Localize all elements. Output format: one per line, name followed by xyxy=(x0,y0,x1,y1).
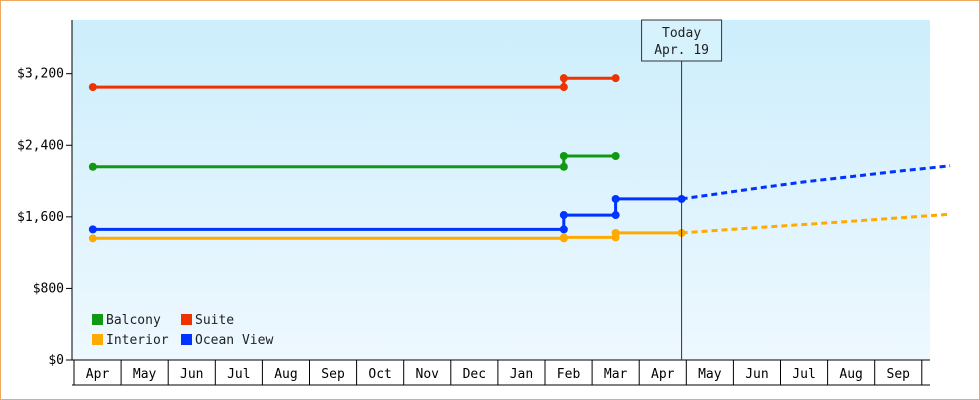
series-point-ocean-view xyxy=(611,211,620,220)
series-line-ocean-view xyxy=(92,197,682,231)
legend-label-suite: Suite xyxy=(195,313,234,328)
x-tick-label: Aug xyxy=(839,367,862,382)
series-point-balcony xyxy=(88,162,97,171)
legend-swatch-ocean-view xyxy=(181,334,192,345)
x-tick-label: Sep xyxy=(887,367,911,382)
series-forecast-interior xyxy=(681,212,951,235)
x-tick-label: Jan xyxy=(510,367,533,382)
x-tick-label: Jun xyxy=(745,367,768,382)
y-tick-label: $0 xyxy=(48,353,64,368)
plot-area xyxy=(72,20,930,360)
series-point-suite xyxy=(611,74,620,83)
today-marker: Today Apr. 19 xyxy=(641,19,723,360)
series-point-suite xyxy=(88,83,97,92)
x-tick-label: Sep xyxy=(321,367,345,382)
series-line-balcony xyxy=(92,154,616,169)
today-date: Apr. 19 xyxy=(654,43,709,58)
series-point-balcony xyxy=(559,152,568,160)
x-tick-label: Feb xyxy=(557,367,581,382)
legend: Balcony Suite Interior Ocean View xyxy=(92,313,273,348)
legend-label-balcony: Balcony xyxy=(106,313,161,328)
legend-swatch-balcony xyxy=(92,314,103,325)
x-tick-label: Dec xyxy=(463,367,486,382)
legend-swatch-interior xyxy=(92,334,103,345)
legend-swatch-suite xyxy=(181,314,192,325)
x-tick-label: Apr xyxy=(86,367,110,382)
series-point-interior xyxy=(611,228,620,237)
series-point-ocean-view xyxy=(559,225,568,234)
series-point-suite xyxy=(559,74,568,83)
y-tick-label: $2,400 xyxy=(17,138,64,153)
series-point-ocean-view xyxy=(559,211,568,220)
series-point-interior xyxy=(559,233,568,242)
series-point-ocean-view xyxy=(611,194,620,203)
series-point-interior xyxy=(88,234,97,243)
today-label: Today xyxy=(662,26,701,41)
y-axis: $0 $800 $1,600 $2,400 $3,200 xyxy=(17,20,73,368)
legend-label-interior: Interior xyxy=(106,333,169,348)
series-point-ocean-view xyxy=(88,225,97,234)
y-tick-label: $3,200 xyxy=(17,67,64,82)
series-line-interior xyxy=(92,231,682,240)
legend-label-ocean-view: Ocean View xyxy=(195,333,273,348)
series-line-suite xyxy=(92,76,616,89)
x-tick-label: Jul xyxy=(227,367,250,382)
series-point-balcony xyxy=(559,162,568,171)
x-tick-label: Jun xyxy=(180,367,203,382)
series-point-balcony xyxy=(611,152,620,160)
y-tick-label: $800 xyxy=(33,281,64,296)
x-tick-label: Apr xyxy=(651,367,675,382)
x-tick-label: Mar xyxy=(604,367,628,382)
x-tick-label: May xyxy=(698,367,722,382)
today-box xyxy=(641,19,723,62)
x-tick-label: Aug xyxy=(274,367,297,382)
series-forecast-ocean-view xyxy=(681,164,951,201)
x-tick-label: Oct xyxy=(368,367,391,382)
y-tick-label: $1,600 xyxy=(17,210,64,225)
x-tick-label: Jul xyxy=(792,367,815,382)
series-lines xyxy=(88,74,951,243)
x-tick-label: Nov xyxy=(416,367,440,382)
series-point-suite xyxy=(559,83,568,92)
x-axis: Apr May Jun Jul Aug Sep Oct Nov Dec Jan Feb Mar Apr M… xyxy=(72,359,930,386)
x-tick-label: May xyxy=(133,367,157,382)
